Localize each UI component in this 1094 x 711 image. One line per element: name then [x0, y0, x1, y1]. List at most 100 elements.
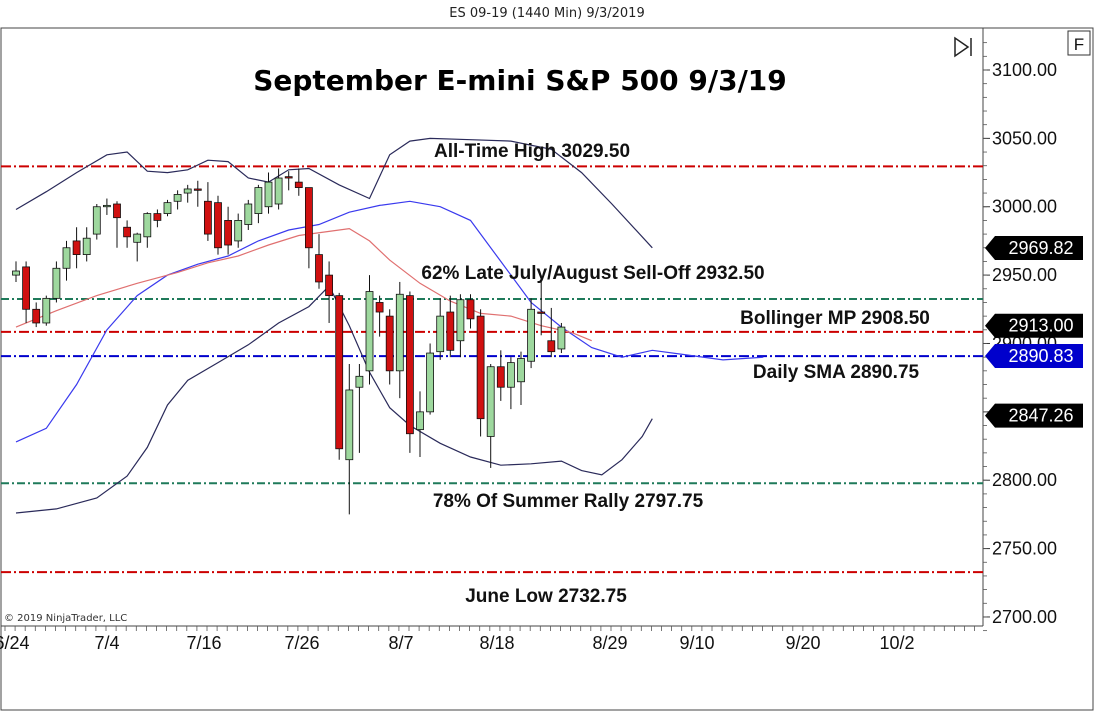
candle-body — [486, 366, 495, 437]
candle-body — [496, 366, 505, 388]
level-label: 62% Late July/August Sell-Off 2932.50 — [421, 263, 764, 284]
bollinger-upper-line — [15, 137, 653, 249]
candle-body — [244, 203, 253, 225]
y-tick-label: 2700.00 — [992, 607, 1057, 627]
candle-body — [143, 213, 152, 238]
candle-body — [456, 299, 465, 342]
price-badge — [985, 403, 1083, 428]
candle-body — [103, 204, 111, 208]
x-tick-label: 8/18 — [479, 633, 514, 653]
candle-body — [153, 213, 162, 221]
candle-body — [527, 308, 535, 362]
candle-body — [42, 297, 51, 324]
candle-body — [254, 187, 263, 214]
candle-body — [446, 311, 455, 351]
candle-body — [214, 202, 222, 249]
candle-body — [557, 326, 566, 350]
candle-body — [416, 411, 424, 431]
y-tick-label: 3050.00 — [992, 128, 1057, 148]
chart-header-title: ES 09-19 (1440 Min) 9/3/2019 — [449, 6, 645, 21]
candle-body — [274, 177, 283, 205]
candle-body — [537, 311, 546, 314]
level-annotations: All-Time High 3029.50 62% Late July/Augus… — [421, 141, 929, 607]
level-label: Daily SMA 2890.75 — [753, 362, 920, 383]
x-tick-label: 8/29 — [592, 633, 627, 653]
x-tick-label: 7/16 — [186, 633, 221, 653]
level-label: Bollinger MP 2908.50 — [740, 308, 930, 329]
candle-body — [133, 233, 142, 243]
indicator-lines — [15, 137, 764, 514]
sma-line — [15, 227, 592, 342]
candle-body — [12, 270, 20, 276]
y-tick-label: 3100.00 — [992, 60, 1057, 80]
candle-body — [32, 308, 41, 324]
candle-body — [405, 295, 414, 435]
price-badge-label: 2847.26 — [1008, 406, 1073, 426]
candle-body — [92, 206, 101, 235]
candle-body — [22, 266, 31, 310]
y-tick-label: 2750.00 — [992, 539, 1057, 559]
candle-body — [173, 194, 182, 202]
level-label: 78% Of Summer Rally 2797.75 — [433, 491, 704, 512]
candle-body — [72, 240, 81, 255]
candle-body — [355, 375, 364, 388]
level-label: June Low 2732.75 — [465, 586, 627, 607]
candle-body — [234, 220, 243, 242]
x-axis-ticks: 6/24 7/4 7/16 7/26 8/7 8/18 8/29 9/10 9/20 10/2 — [0, 626, 975, 653]
candle-body — [113, 203, 121, 219]
candle-body — [426, 352, 435, 413]
candle-body — [304, 187, 313, 249]
x-tick-label: 7/26 — [284, 633, 319, 653]
candle-body — [82, 237, 91, 255]
candle-body — [123, 226, 131, 238]
level-label: All-Time High 3029.50 — [434, 141, 630, 162]
x-tick-label: 10/2 — [879, 633, 914, 653]
price-badge-label: 2913.00 — [1008, 316, 1073, 336]
x-tick-label: 7/4 — [94, 633, 119, 653]
x-tick-label: 9/20 — [785, 633, 820, 653]
price-badge — [985, 313, 1083, 338]
f-button-label: F — [1074, 35, 1084, 54]
candle-body — [466, 299, 475, 320]
candle-body — [315, 254, 323, 283]
candle-body — [476, 315, 485, 420]
candle-body — [335, 295, 344, 450]
candle-body — [506, 362, 515, 388]
candle-body — [517, 358, 525, 383]
price-badge-label: 2890.83 — [1008, 346, 1073, 366]
price-badge — [985, 344, 1083, 369]
candle-body — [183, 188, 192, 194]
price-badge-label: 2969.82 — [1008, 238, 1073, 258]
candle-body — [224, 220, 233, 246]
candle-body — [385, 315, 394, 372]
candle-body — [395, 293, 404, 372]
candle-body — [163, 202, 172, 214]
f-button[interactable]: F — [1067, 30, 1091, 56]
candle-body — [193, 188, 202, 191]
candle-body — [436, 315, 445, 353]
candle-body — [62, 247, 71, 269]
x-tick-label: 9/10 — [679, 633, 714, 653]
y-tick-label: 2800.00 — [992, 470, 1057, 490]
play-end-icon[interactable] — [954, 36, 972, 58]
price-badges: 2969.82 2913.00 2890.83 2847.26 — [985, 236, 1083, 428]
chart-title: September E-mini S&P 500 9/3/19 — [253, 64, 787, 97]
bollinger-mid-line — [15, 200, 764, 443]
bollinger-lower-line — [15, 284, 653, 514]
level-lines — [1, 165, 983, 574]
x-tick-label: 8/7 — [388, 633, 413, 653]
candles — [12, 168, 566, 515]
candle-body — [264, 181, 273, 208]
x-tick-label: 6/24 — [0, 633, 30, 653]
candle-body — [375, 302, 384, 313]
y-tick-label: 2950.00 — [992, 265, 1057, 285]
copyright-text: © 2019 NinjaTrader, LLC — [4, 613, 127, 624]
candle-body — [365, 291, 374, 372]
candle-body — [294, 181, 303, 188]
candle-body — [325, 274, 334, 297]
chart-frame — [0, 27, 1094, 711]
candle-body — [345, 389, 354, 461]
candle-body — [547, 340, 556, 353]
candle-body — [52, 267, 61, 299]
